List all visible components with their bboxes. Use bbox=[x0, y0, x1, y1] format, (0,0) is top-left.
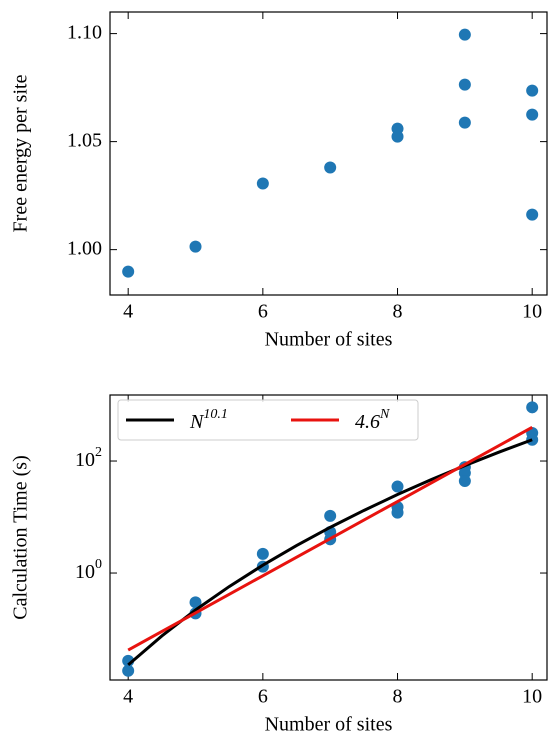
legend-label-base: 4.6 bbox=[355, 411, 380, 433]
legend-box bbox=[117, 399, 419, 441]
y-tick-label: 100 bbox=[75, 557, 102, 582]
point bbox=[324, 161, 337, 174]
x-tick-label: 8 bbox=[393, 686, 403, 708]
point bbox=[324, 509, 337, 522]
point bbox=[122, 265, 135, 278]
point bbox=[391, 130, 404, 143]
y-axis-label: Calculation Time (s) bbox=[10, 455, 32, 619]
point bbox=[458, 28, 471, 41]
legend-label-sup: 10.1 bbox=[203, 407, 228, 422]
axes-frame bbox=[109, 11, 548, 296]
y-tick-label: 1.05 bbox=[67, 129, 102, 151]
point bbox=[526, 401, 539, 414]
point bbox=[526, 84, 539, 97]
point bbox=[458, 474, 471, 487]
point bbox=[391, 506, 404, 519]
y-tick-label-base: 1.00 bbox=[67, 237, 102, 259]
legend-label: N10.1 bbox=[189, 407, 228, 432]
fit-line bbox=[127, 425, 533, 652]
point bbox=[458, 78, 471, 91]
legend-label-base: N bbox=[189, 411, 205, 433]
point bbox=[189, 596, 202, 609]
legend-label-sup: N bbox=[379, 407, 390, 422]
x-axis-label: Number of sites bbox=[265, 329, 393, 351]
point bbox=[256, 177, 269, 190]
x-tick-label: 10 bbox=[522, 686, 542, 708]
y-tick-label-base: 1.05 bbox=[67, 129, 102, 151]
point bbox=[122, 664, 135, 677]
point bbox=[526, 108, 539, 121]
x-tick-label: 4 bbox=[123, 301, 133, 323]
x-tick-label: 10 bbox=[522, 301, 542, 323]
point bbox=[391, 480, 404, 493]
y-tick-label-base: 10 bbox=[75, 449, 95, 471]
x-axis-label: Number of sites bbox=[265, 714, 393, 736]
point bbox=[458, 116, 471, 129]
axes-frame bbox=[109, 394, 548, 681]
y-tick-label: 1.00 bbox=[67, 237, 102, 259]
x-tick-label: 6 bbox=[258, 686, 268, 708]
fit-line bbox=[127, 438, 533, 667]
point bbox=[526, 208, 539, 221]
y-tick-label-sup: 2 bbox=[95, 445, 102, 460]
y-tick-label-base: 10 bbox=[75, 561, 95, 583]
point bbox=[189, 240, 202, 253]
y-tick-label: 102 bbox=[75, 445, 102, 470]
point bbox=[256, 547, 269, 560]
legend-label: 4.6N bbox=[355, 407, 390, 432]
y-tick-label: 1.10 bbox=[67, 21, 102, 43]
y-axis-label: Free energy per site bbox=[10, 74, 32, 232]
y-tick-label-sup: 0 bbox=[95, 557, 102, 572]
y-tick-label-base: 1.10 bbox=[67, 21, 102, 43]
x-tick-label: 8 bbox=[393, 301, 403, 323]
x-tick-label: 4 bbox=[123, 686, 133, 708]
x-tick-label: 6 bbox=[258, 301, 268, 323]
